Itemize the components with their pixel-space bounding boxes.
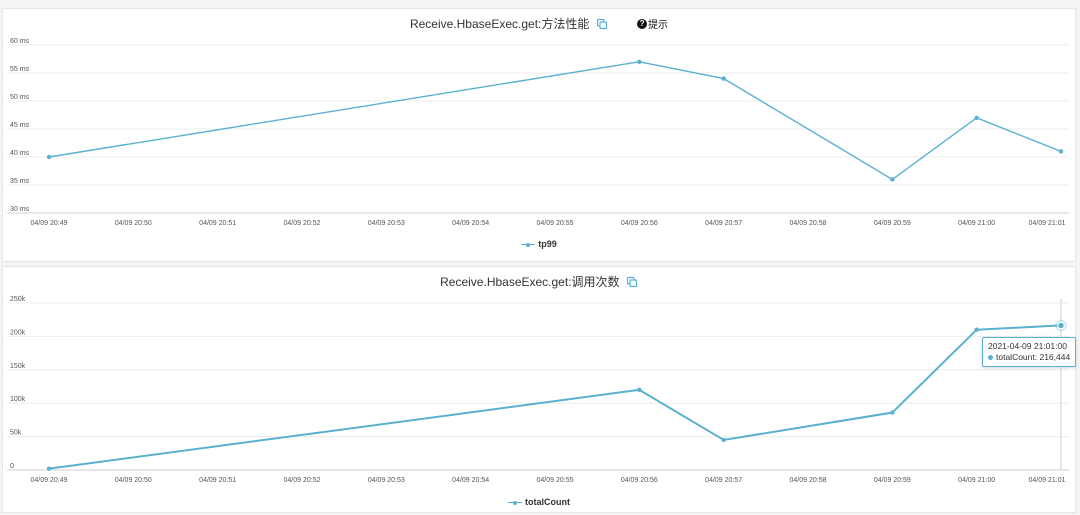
data-point — [637, 59, 642, 64]
hint-link[interactable]: ? 提示 — [637, 18, 669, 31]
legend-item-tp99[interactable]: tp99 — [3, 239, 1075, 249]
x-tick-label: 04/09 21:00 — [958, 220, 995, 227]
legend-label: totalCount — [525, 497, 570, 507]
x-tick-label: 04/09 20:55 — [537, 477, 574, 484]
x-tick-label: 04/09 20:49 — [31, 477, 68, 484]
x-tick-label: 04/09 20:54 — [452, 220, 489, 227]
tooltip-value: totalCount: 216,444 — [996, 352, 1071, 362]
x-tick-label: 04/09 20:55 — [537, 220, 574, 227]
y-tick-label: 0 — [10, 463, 14, 470]
x-tick-label: 04/09 20:59 — [874, 220, 911, 227]
tooltip-time: 2021-04-09 21:01:00 — [988, 341, 1067, 351]
legend-label: tp99 — [538, 239, 557, 249]
legend-marker — [508, 499, 522, 507]
data-point — [1058, 149, 1064, 154]
x-tick-label: 04/09 20:58 — [790, 220, 827, 227]
y-tick-label: 55 ms — [10, 66, 30, 73]
x-tick-label: 04/09 20:58 — [790, 477, 827, 484]
totalcount-line-chart: 0 50k 100k 150k 200k 250k 04/09 20:49 04/09 20:… — [7, 296, 1069, 484]
data-point — [890, 177, 895, 182]
x-tick-label: 04/09 20:50 — [115, 477, 152, 484]
chart-title: Receive.HbaseExec.get:方法性能 — [409, 17, 590, 31]
series-line — [48, 61, 1062, 181]
x-tick-label: 04/09 20:54 — [452, 477, 489, 484]
question-circle-icon: ? — [637, 18, 648, 29]
data-point — [721, 437, 726, 443]
copy-icon[interactable] — [626, 276, 638, 288]
chart-title: Receive.HbaseExec.get:调用次数 — [440, 275, 620, 289]
data-point — [637, 387, 642, 393]
copy-icon[interactable] — [596, 18, 608, 30]
data-point — [46, 154, 52, 160]
tooltip-series-dot — [988, 355, 993, 361]
x-tick-label: 04/09 20:53 — [368, 477, 405, 484]
x-tick-label: 04/09 20:52 — [284, 220, 321, 227]
x-tick-label: 04/09 21:00 — [958, 477, 995, 484]
x-tick-label: 04/09 20:49 — [31, 220, 68, 227]
x-tick-label: 04/09 20:51 — [199, 220, 236, 227]
x-tick-label: 04/09 20:53 — [368, 220, 405, 227]
y-tick-label: 35 ms — [10, 178, 30, 185]
data-point — [721, 76, 726, 81]
data-point — [890, 410, 895, 415]
y-tick-label: 200k — [10, 329, 26, 336]
y-tick-label: 50k — [10, 430, 22, 437]
y-tick-label: 100k — [10, 396, 26, 403]
series-line — [48, 324, 1062, 470]
legend-item-totalcount[interactable]: totalCount — [3, 497, 1075, 507]
chart-tooltip: 2021-04-09 21:01:00 totalCount: 216,444 — [982, 337, 1077, 367]
totalcount-chart-panel: 0 50k 100k 150k 200k 250k 04/09 20:49 04/09 20:… — [2, 266, 1077, 513]
y-tick-label: 45 ms — [10, 122, 30, 129]
tooltip-value-row: totalCount: 216,444 — [988, 352, 1070, 363]
legend-marker — [521, 241, 536, 249]
x-tick-label: 04/09 20:52 — [284, 477, 321, 484]
x-tick-label: 04/09 20:57 — [705, 220, 742, 227]
x-tick-label: 04/09 20:50 — [115, 220, 152, 227]
y-tick-label: 150k — [10, 363, 26, 370]
hint-label: 提示 — [648, 20, 669, 31]
x-tick-label: 04/09 20:51 — [199, 477, 236, 484]
x-tick-label: 04/09 20:59 — [874, 477, 911, 484]
chart-title-row: Receive.HbaseExec.get:方法性能 ? 提示 — [3, 15, 1075, 32]
y-tick-label: 250k — [10, 296, 26, 303]
y-tick-label: 40 ms — [10, 150, 30, 157]
data-point — [1057, 321, 1065, 330]
tp99-chart-panel: 30 ms 35 ms 40 ms 45 ms 50 ms 55 ms 60 ms 04/09… — [2, 8, 1076, 262]
x-tick-label: 04/09 20:56 — [621, 477, 658, 484]
data-point — [974, 327, 979, 332]
y-tick-label: 50 ms — [10, 94, 30, 101]
chart-title-row: Receive.HbaseExec.get:调用次数 — [3, 273, 1075, 290]
data-point — [974, 115, 979, 121]
x-tick-label: 04/09 21:01 — [1029, 477, 1066, 484]
data-point — [46, 466, 52, 471]
y-tick-label: 60 ms — [10, 38, 30, 45]
tp99-line-chart: 30 ms 35 ms 40 ms 45 ms 50 ms 55 ms 60 ms 04/09… — [7, 38, 1069, 227]
x-tick-label: 04/09 20:57 — [705, 477, 742, 484]
x-tick-label: 04/09 20:56 — [621, 220, 658, 227]
y-tick-label: 30 ms — [10, 206, 30, 213]
x-tick-label: 04/09 21:01 — [1029, 220, 1066, 227]
